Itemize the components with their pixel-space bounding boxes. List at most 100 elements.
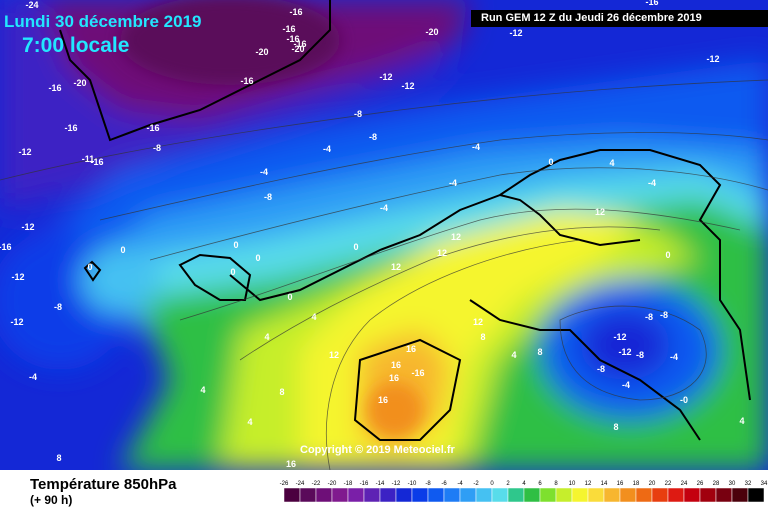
scale-swatch [379,487,397,503]
scale-swatch [651,487,669,503]
greenland-coast [59,0,331,142]
scale-tick-label: 24 [681,481,688,487]
scale-swatch [523,487,541,503]
contour-label: 8 [279,387,284,397]
contour-label: 12 [437,248,447,258]
scale-swatch [395,487,413,503]
contour-label: -8 [636,350,644,360]
contour-label: -4 [260,167,268,177]
contour-label: 16 [391,360,401,370]
scale-swatch [635,487,653,503]
contour-label: 16 [286,459,296,469]
scale-tick-label: 10 [569,481,576,487]
contour-label: -16 [64,123,77,133]
contour-label: -12 [379,72,392,82]
contour-label: 16 [378,395,388,405]
contour-label: 0 [665,250,670,260]
contour-label: -16 [293,39,306,49]
contour-label: 4 [200,385,205,395]
contour-label: -8 [264,192,272,202]
scale-swatch [587,487,605,503]
field-swirl-inner [80,245,160,315]
contour-label: 0 [287,292,292,302]
contour-label: 12 [595,207,605,217]
contour-label: 12 [329,350,339,360]
scale-swatch [699,487,717,503]
scale-tick-label: -8 [425,481,431,487]
scale-tick-label: -4 [457,481,463,487]
contour-label: -12 [18,147,31,157]
scale-tick-label: -20 [328,481,337,487]
contour-label: -16 [286,34,299,44]
scale-swatch [347,487,365,503]
field-greenland-cold [120,0,340,85]
scale-tick-label: 20 [649,481,656,487]
contour-label: 0 [548,157,553,167]
isotherms [0,79,768,470]
field-cold-core [580,310,670,380]
scale-tick-label: 26 [697,481,704,487]
contour-label: -16 [289,7,302,17]
scale-swatch [411,487,429,503]
iberia-coast [353,338,462,441]
contour-label: 4 [511,350,516,360]
scale-tick-label: 30 [729,481,736,487]
contour-label: -12 [10,317,23,327]
contour-label: 12 [451,232,461,242]
contour-label: -4 [29,372,37,382]
contour-label: 0 [233,240,238,250]
contour-label: -16 [48,83,61,93]
field-warm-core [367,382,423,438]
contour-label: -4 [380,203,388,213]
contour-label: 12 [391,262,401,272]
contour-label: 0 [230,267,235,277]
contour-label: 16 [389,373,399,383]
scale-tick-label: -6 [441,481,447,487]
contour-label: -16 [645,0,658,7]
scale-swatch [539,487,557,503]
scale-tick-label: 32 [745,481,752,487]
contour-label: -8 [54,302,62,312]
contour-label: 4 [311,312,316,322]
legend-title: Température 850hPa [30,476,177,493]
contour-label: -12 [706,54,719,64]
color-scale: -26 -24 -22 -20 -18 -16 -14 -12 -10 -8 -6 -4 -2 0 2 4 6 8… [280,481,768,503]
isotherm-g [559,305,707,401]
forecast-time: 7:00 locale [22,34,130,57]
scale-tick-label: -2 [473,481,479,487]
scale-swatch [683,487,701,503]
contour-label: -16 [411,368,424,378]
isotherm-e [239,226,661,361]
contour-label: -16 [282,24,295,34]
scale-tick-label: -18 [344,481,353,487]
scale-swatch [491,487,509,503]
contour-label: -11 [82,154,95,164]
europe-coast [229,149,751,401]
run-info: Run GEM 12 Z du Jeudi 26 décembre 2019 [471,10,768,27]
isotherm-c [149,167,768,261]
south-coast [469,299,701,441]
scale-tick-label: -14 [376,481,385,487]
scale-swatch [667,487,685,503]
isotherm-b [99,132,768,221]
contour-label: -8 [354,109,362,119]
contour-label: 0 [120,245,125,255]
contour-label: -16 [90,157,103,167]
isotherm-d [179,208,741,321]
contour-label-layer: -24-16-16-16-16-20-20-20 -12-16-12-20-16-… [0,0,745,469]
contour-label: -4 [449,178,457,188]
contour-label: 4 [247,417,252,427]
contour-label: 0 [255,253,260,263]
isotherm-f [325,239,581,470]
scale-swatch [443,487,461,503]
contour-label: -4 [622,380,630,390]
contour-label: -24 [25,0,38,10]
contour-label: -4 [648,178,656,188]
scale-tick-label: 6 [538,481,542,487]
copyright: Copyright © 2019 Meteociel.fr [300,444,455,456]
scale-tick-label: 8 [554,481,558,487]
contour-label: -8 [153,143,161,153]
scale-swatch [555,487,573,503]
scale-tick-label: -12 [392,481,401,487]
